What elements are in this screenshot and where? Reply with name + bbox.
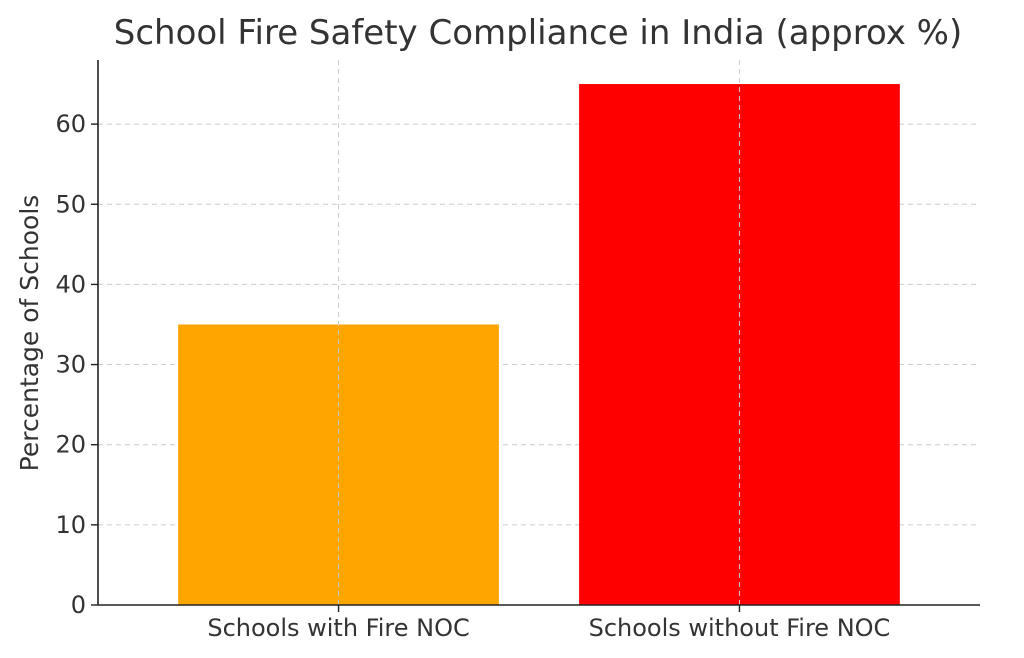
y-tick-label: 0 [71, 591, 86, 619]
x-tick-label: Schools without Fire NOC [589, 614, 891, 642]
y-tick-label: 40 [55, 270, 86, 298]
x-axis-ticks: Schools with Fire NOC Schools without Fir… [207, 605, 890, 642]
chart-title: School Fire Safety Compliance in India (… [114, 13, 962, 53]
bars [178, 84, 900, 605]
y-tick-label: 20 [55, 431, 86, 459]
x-tick-label: Schools with Fire NOC [207, 614, 469, 642]
y-tick-label: 50 [55, 190, 86, 218]
y-axis-label: Percentage of Schools [15, 195, 44, 472]
y-tick-label: 30 [55, 351, 86, 379]
vertical-grid-lines [338, 60, 740, 605]
y-axis-ticks: 0 10 20 30 40 50 60 [55, 110, 98, 619]
axes [97, 60, 980, 606]
y-tick-label: 60 [55, 110, 86, 138]
y-tick-label: 10 [55, 511, 86, 539]
